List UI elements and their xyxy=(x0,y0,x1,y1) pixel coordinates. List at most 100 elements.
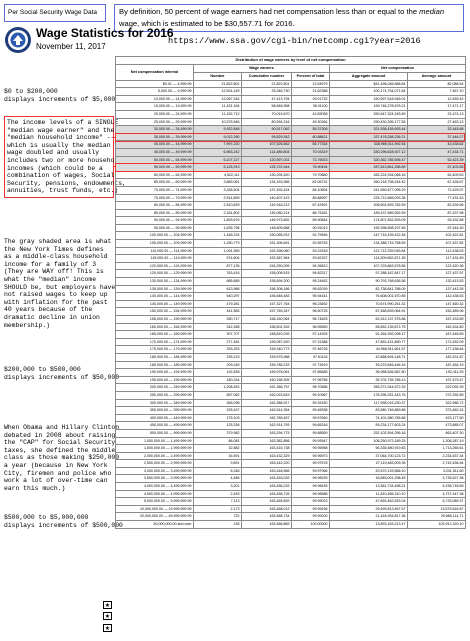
source-tag: Per Social Security Wage Data xyxy=(4,4,106,22)
note-range-5000: $0 to $200,000 displays increments of $5… xyxy=(4,88,116,103)
table-cell: 42,868,694,148.71 xyxy=(329,352,408,362)
table-row: 125,000.00 — 129,999.99 763,416 155,008,51… xyxy=(115,269,467,279)
source-url[interactable]: https://www.ssa.gov/cgi-bin/netcomp.cgi?… xyxy=(168,36,421,46)
table-cell: 159,785,233 xyxy=(241,360,292,370)
table-cell: 282,224,934,066.16 xyxy=(329,170,408,180)
table-row: 50,000,000.00 and over 135 163,468,869 100.… xyxy=(115,520,467,529)
table-cell: 163,468,012 xyxy=(241,504,292,514)
table-cell: 1,208,452 xyxy=(193,383,242,392)
table-cell: 97,444.30 xyxy=(406,223,467,233)
table-row: 160,000.00 — 164,999.99 342,268 158,502,33… xyxy=(115,322,467,332)
table-cell: 137,492,424 xyxy=(241,185,292,195)
table-cell: 152,489.06 xyxy=(406,307,467,316)
note-range-50000: $200,000 to $500,000 displays increments… xyxy=(4,366,120,381)
table-row: 300,000.00 — 349,999.99 365,098 162,388,91… xyxy=(115,398,467,408)
table-cell: 130,294,520 xyxy=(241,170,292,180)
table-cell: 97.73919 xyxy=(291,360,330,370)
table-cell: 79.70680 xyxy=(291,170,330,180)
table-cell: 98.70586 xyxy=(291,383,330,392)
table-cell: 4,500,000.00 — 4,999,999.99 xyxy=(115,489,194,499)
table-cell: 21,822,801 xyxy=(241,79,292,89)
table-cell: 99.97966 xyxy=(291,466,330,476)
table-row: 190,000.00 — 194,999.99 192,828 159,978,06… xyxy=(115,368,467,377)
table-cell: 158,810,039 xyxy=(241,330,292,339)
table-cell: 154,250,099 xyxy=(241,261,292,271)
table-cell: 132,413.53 xyxy=(406,277,467,286)
table-cell: 135 xyxy=(193,520,242,529)
table-row: 60,000.00 — 64,999.99 4,522,111 130,294,52… xyxy=(115,170,467,180)
table-cell: 60,000.00 — 64,999.99 xyxy=(115,170,194,180)
table-cell: 117,431.69 xyxy=(406,254,467,263)
table-cell: 163,448,566 xyxy=(241,466,292,476)
table-cell: 423,177.50 xyxy=(406,413,467,423)
table-row: 100,000.00 — 104,999.99 1,446,224 150,055,… xyxy=(115,231,467,241)
table-cell: 137,443.35 xyxy=(406,284,467,294)
table-row: 500,000.00 — 999,999.99 379,982 163,294,77… xyxy=(115,428,467,438)
table-row: 185,000.00 — 189,999.99 209,245 159,785,23… xyxy=(115,360,467,370)
table-cell: 99.57650 xyxy=(291,413,330,423)
table-cell: 84.10694 xyxy=(291,185,330,195)
table-cell: 87,437.98 xyxy=(406,208,467,218)
table-cell: 163,468,734 xyxy=(241,512,292,522)
table-cell: 473,885.07 xyxy=(406,421,467,430)
table-cell: 163,453,032 xyxy=(241,474,292,484)
table-cell: 130,000.00 — 134,999.99 xyxy=(115,277,194,286)
table-row: 400,000.00 — 449,999.99 175,103 162,789,45… xyxy=(115,413,467,423)
table-cell: 80,594,216 xyxy=(241,117,292,127)
table-cell: 102,912,320.10 xyxy=(406,520,467,529)
table-cell: 106,250,973,189.25 xyxy=(329,436,408,446)
table-cell: 29,499,813,467.67 xyxy=(329,504,408,514)
table-cell: 2,000,000.00 — 2,499,999.99 xyxy=(115,451,194,461)
table-cell: 61,512,137,375.88 xyxy=(329,315,408,324)
table-cell: 307,707 xyxy=(193,330,242,339)
table-cell: 390,717 xyxy=(193,315,242,324)
table-cell: 117,998,015,230.37 xyxy=(329,398,408,408)
table-row: 95,000.00 — 99,999.99 1,635,796 148,609,68… xyxy=(115,223,467,233)
table-cell: 95.94341 xyxy=(291,292,330,301)
table-row: 5,000,000.00 — 9,999,999.99 7,113 163,465,… xyxy=(115,497,467,506)
table-row: 2,000,000.00 — 2,499,999.99 16,591 163,432… xyxy=(115,451,467,461)
table-cell: 99.96973 xyxy=(291,451,330,461)
table-cell: 134,153,966 xyxy=(241,178,292,187)
table-row: 115,000.00 — 119,999.99 974,604 153,367,96… xyxy=(115,254,467,263)
table-cell: 122,420.36 xyxy=(406,261,467,271)
table-cell: 27,119,483,009.35 xyxy=(329,459,408,468)
table-cell: 47,434.71 xyxy=(406,147,467,157)
table-cell: 94.35813 xyxy=(291,261,330,271)
table-cell: 195,000.00 — 199,999.99 xyxy=(115,375,194,385)
table-cell: 99.95958 xyxy=(291,444,330,453)
table-cell: 206,692,839,782.59 xyxy=(329,201,408,210)
table-cell: 1,713,265.61 xyxy=(406,444,467,453)
table-cell: 12,067,244 xyxy=(193,94,242,104)
table-cell: 10,000.00 — 14,999.99 xyxy=(115,94,194,104)
table-cell: 177,438.84 xyxy=(406,345,467,354)
table-cell: 115,000.00 — 119,999.99 xyxy=(115,254,194,263)
table-cell: 112,438.53 xyxy=(406,246,467,256)
table-cell: 167,446.69 xyxy=(406,330,467,339)
definition-box: By definition, 50 percent of wage earner… xyxy=(114,4,464,32)
table-cell: 330,296,628,927.12 xyxy=(329,147,408,157)
table-cell: 163,442,220 xyxy=(241,459,292,468)
table-cell: 6,963,242 xyxy=(193,147,242,157)
table-cell: 44,968,911,661.57 xyxy=(329,345,408,354)
table-cell: 187,454.19 xyxy=(406,360,467,370)
table-cell: 235,215 xyxy=(193,352,242,362)
table-row: 70,000.00 — 74,999.99 3,338,504 137,492,42… xyxy=(115,185,467,195)
table-row: 80,000.00 — 84,999.99 2,510,839 142,918,21… xyxy=(115,201,467,210)
table-row: 3,500,000.00 — 3,999,999.99 4,466 163,453,… xyxy=(115,474,467,484)
table-cell: 47,413,794 xyxy=(241,94,292,104)
table-row: 85,000.00 — 89,999.99 2,161,802 145,080,21… xyxy=(115,208,467,218)
table-cell: 250,000.00 — 299,999.99 xyxy=(115,390,194,400)
table-cell: 97.46726 xyxy=(291,345,330,354)
note-nyt-middle-class: The gray shaded area is what the New Yor… xyxy=(4,238,116,329)
table-cell: 162,434.80 xyxy=(406,322,467,332)
table-cell: 142,918,212 xyxy=(241,201,292,210)
table-cell: 122,712,339,045.84 xyxy=(329,246,408,256)
table-cell: 163,382,856 xyxy=(241,436,292,446)
table-cell: 56,335,580,919.83 xyxy=(329,444,408,453)
table-cell: 162,789,457 xyxy=(241,413,292,423)
table-cell: 1,893,676 xyxy=(193,216,242,225)
table-cell: 145,080,214 xyxy=(241,208,292,218)
table-cell: 162,023,819 xyxy=(241,390,292,400)
table-cell: 76,608,001,570.85 xyxy=(329,292,408,301)
